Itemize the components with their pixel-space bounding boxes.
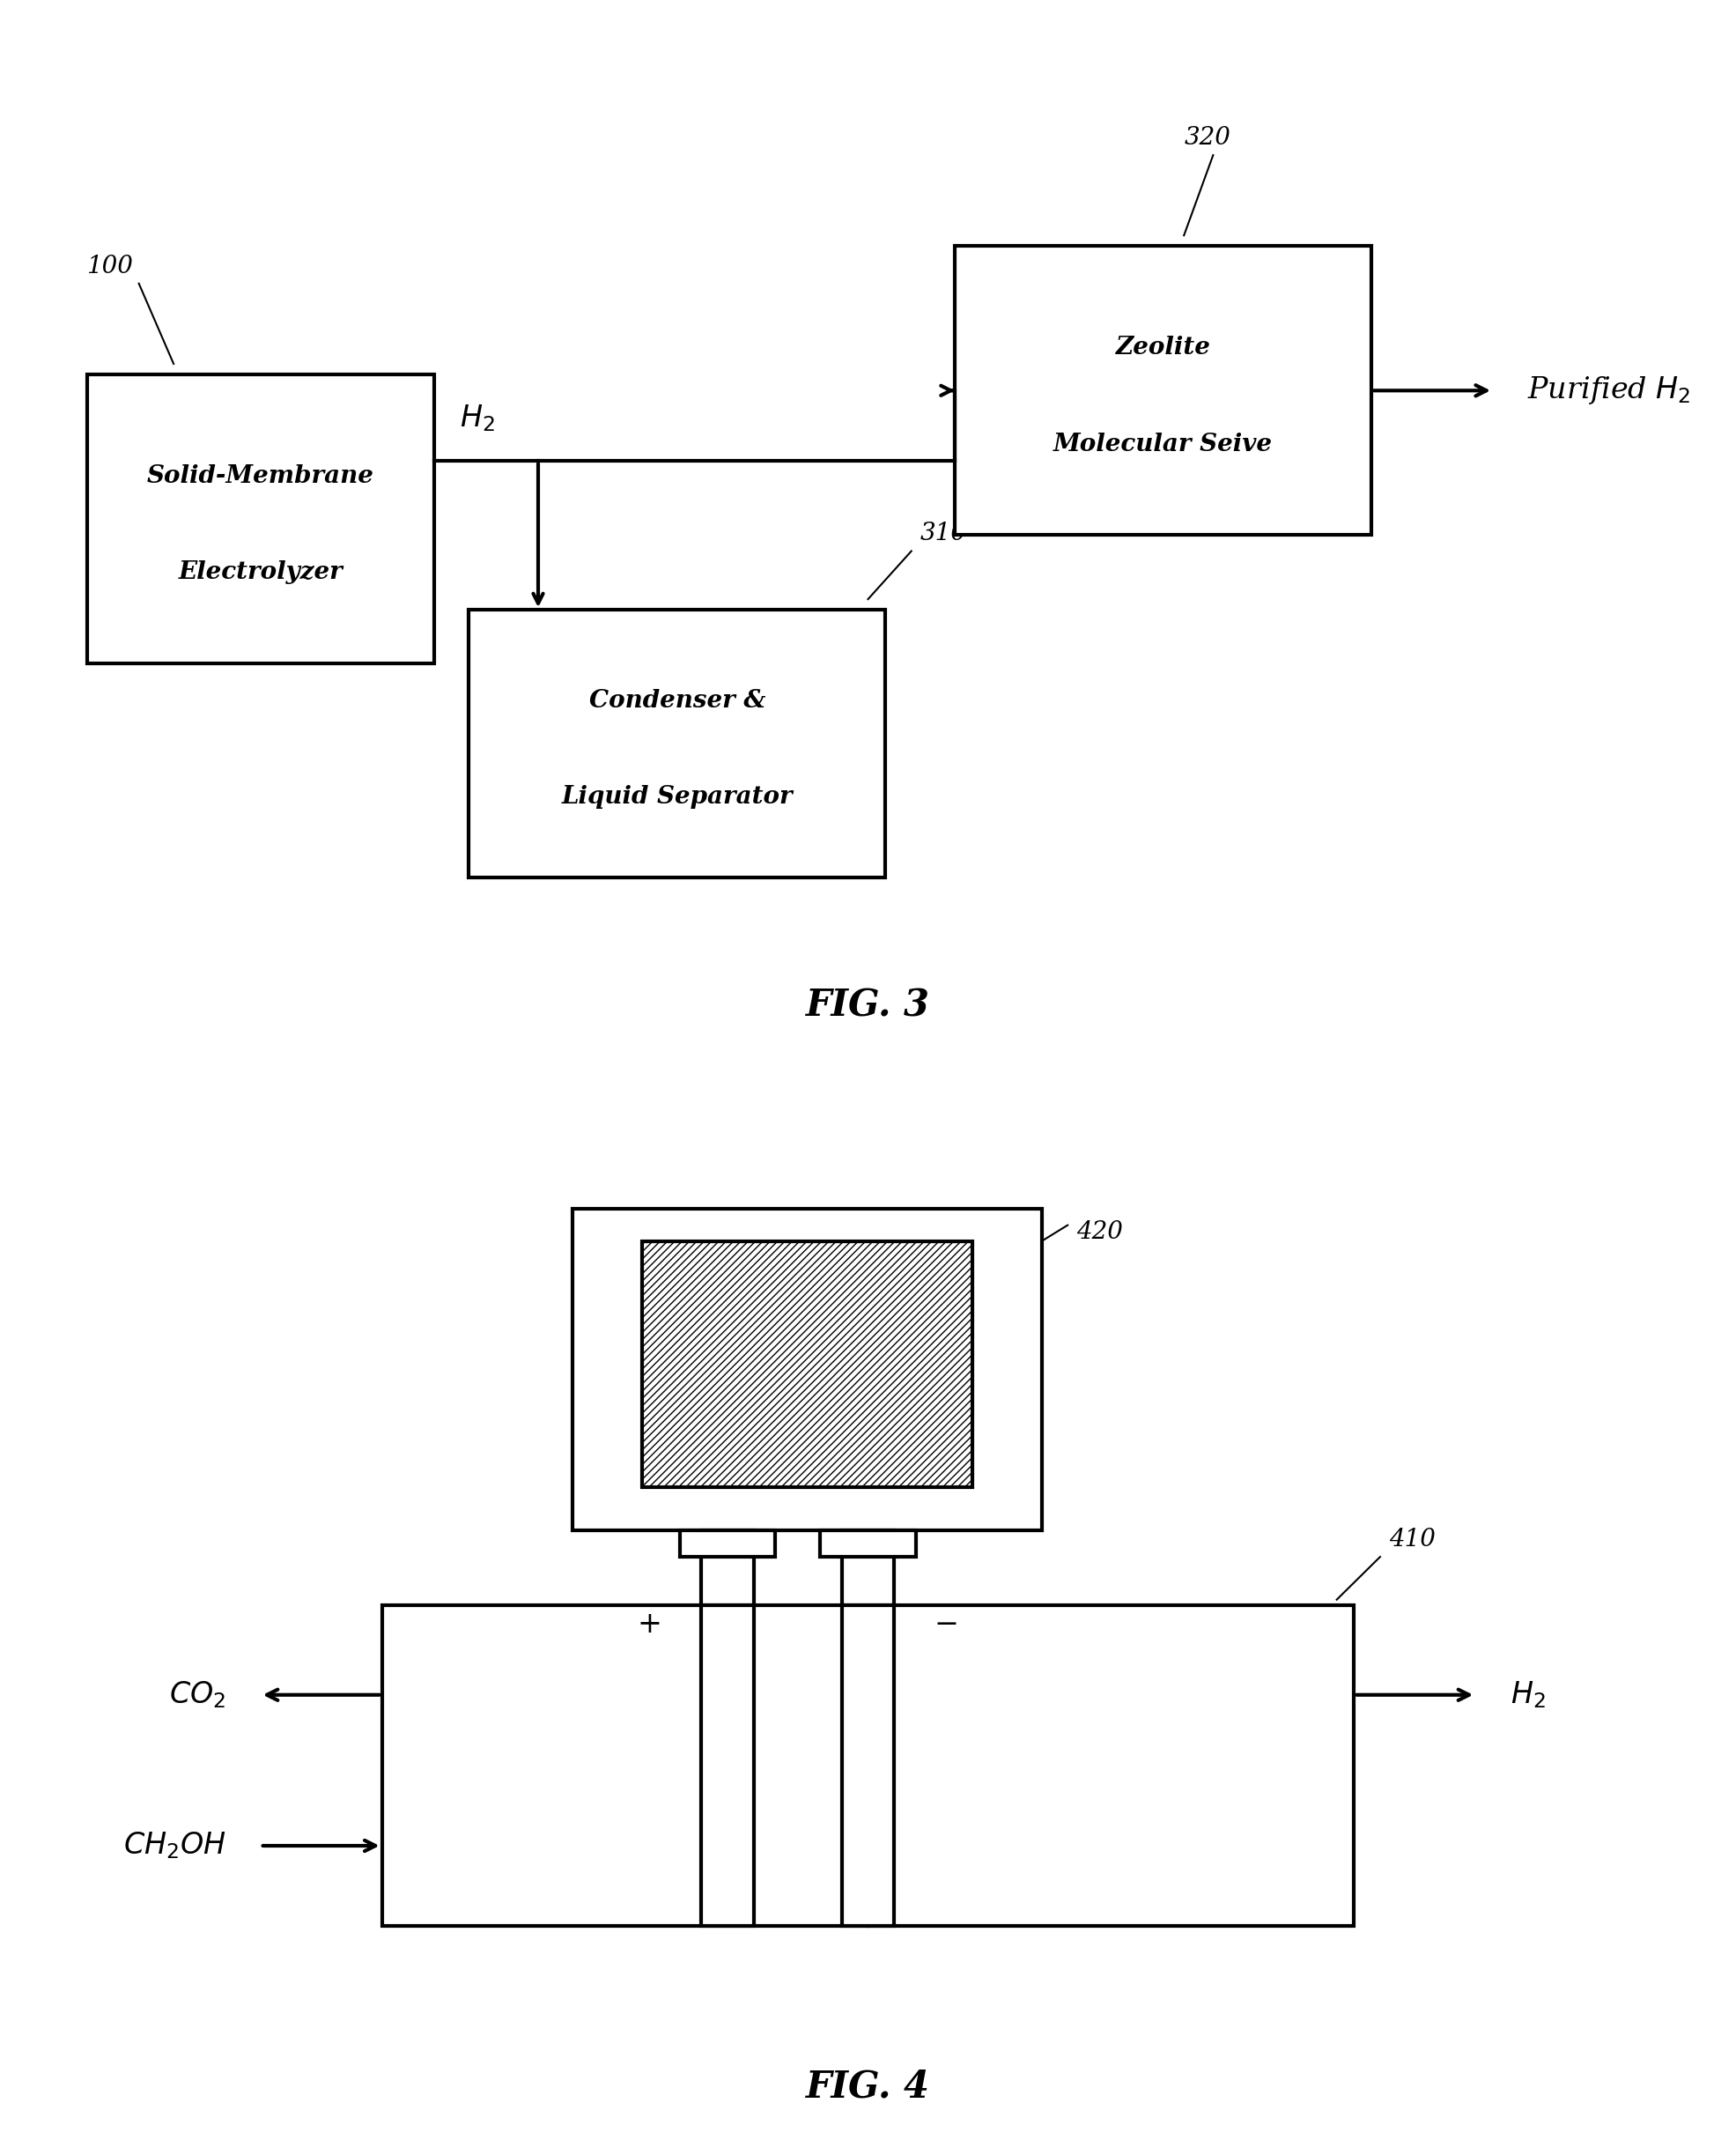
Bar <box>681 1530 776 1558</box>
Text: $CO_2$: $CO_2$ <box>168 1680 226 1710</box>
Bar <box>87 374 434 663</box>
Bar <box>701 1605 753 1926</box>
Text: $H_2$: $H_2$ <box>460 402 495 434</box>
Text: $CH_2OH$: $CH_2OH$ <box>123 1830 226 1862</box>
Bar <box>701 1530 753 1605</box>
Text: 320: 320 <box>1184 126 1231 150</box>
Text: Liquid Separator: Liquid Separator <box>561 785 793 809</box>
Text: Purified $H_2$: Purified $H_2$ <box>1528 374 1691 407</box>
Text: Solid-Membrane: Solid-Membrane <box>148 464 373 488</box>
Text: Molecular Seive: Molecular Seive <box>1054 432 1272 456</box>
Bar <box>573 1209 1042 1530</box>
Text: Zeolite: Zeolite <box>1116 336 1210 360</box>
Bar <box>469 610 885 877</box>
Text: 410: 410 <box>1389 1528 1436 1551</box>
Bar <box>955 246 1371 535</box>
Text: 310: 310 <box>920 522 967 546</box>
Text: FIG. 3: FIG. 3 <box>806 987 930 1025</box>
Bar <box>842 1605 894 1926</box>
Text: +: + <box>637 1609 661 1639</box>
Text: −: − <box>934 1609 958 1639</box>
Bar <box>382 1605 1354 1926</box>
Bar <box>821 1530 917 1558</box>
Text: 100: 100 <box>87 255 134 278</box>
Text: 420: 420 <box>1076 1220 1123 1243</box>
Bar <box>642 1241 972 1487</box>
Text: FIG. 4: FIG. 4 <box>806 2067 930 2106</box>
Text: Condenser &: Condenser & <box>589 689 766 713</box>
Bar <box>842 1530 894 1605</box>
Text: Electrolyzer: Electrolyzer <box>179 561 342 584</box>
Text: $H_2$: $H_2$ <box>1510 1680 1545 1710</box>
